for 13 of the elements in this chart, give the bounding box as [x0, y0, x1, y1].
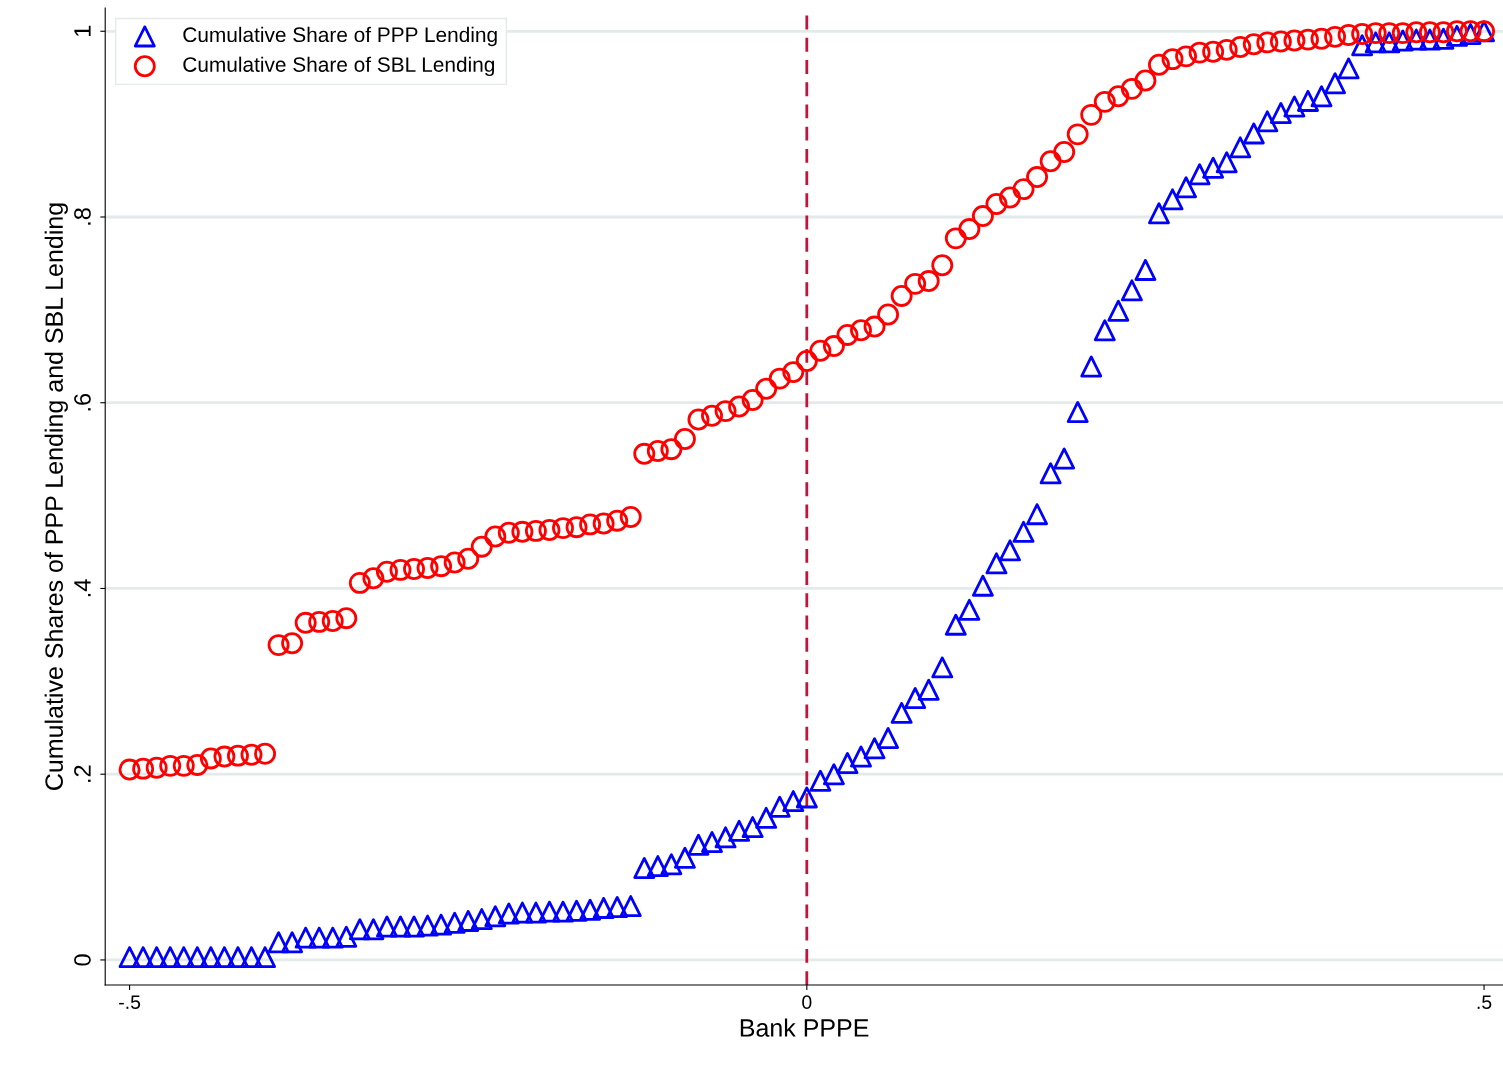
legend-label: Cumulative Share of PPP Lending: [183, 26, 497, 47]
y-tick-label: .8: [74, 208, 91, 225]
legend-label: Cumulative Share of SBL Lending: [183, 56, 495, 77]
x-tick-label: -.5: [119, 995, 141, 1010]
x-tick-label: 0: [802, 995, 812, 1010]
y-tick-label: 0: [74, 954, 91, 966]
y-tick-label: 1: [74, 25, 91, 37]
y-tick-label: .6: [74, 393, 91, 411]
y-tick-label: .4: [74, 579, 91, 597]
x-tick-label: .5: [1477, 995, 1492, 1010]
y-axis-title: Cumulative Shares of PPP Lending and SBL Lending: [44, 203, 68, 790]
y-tick-label: .2: [74, 765, 91, 782]
x-axis-title: Bank PPPE: [740, 1018, 869, 1037]
